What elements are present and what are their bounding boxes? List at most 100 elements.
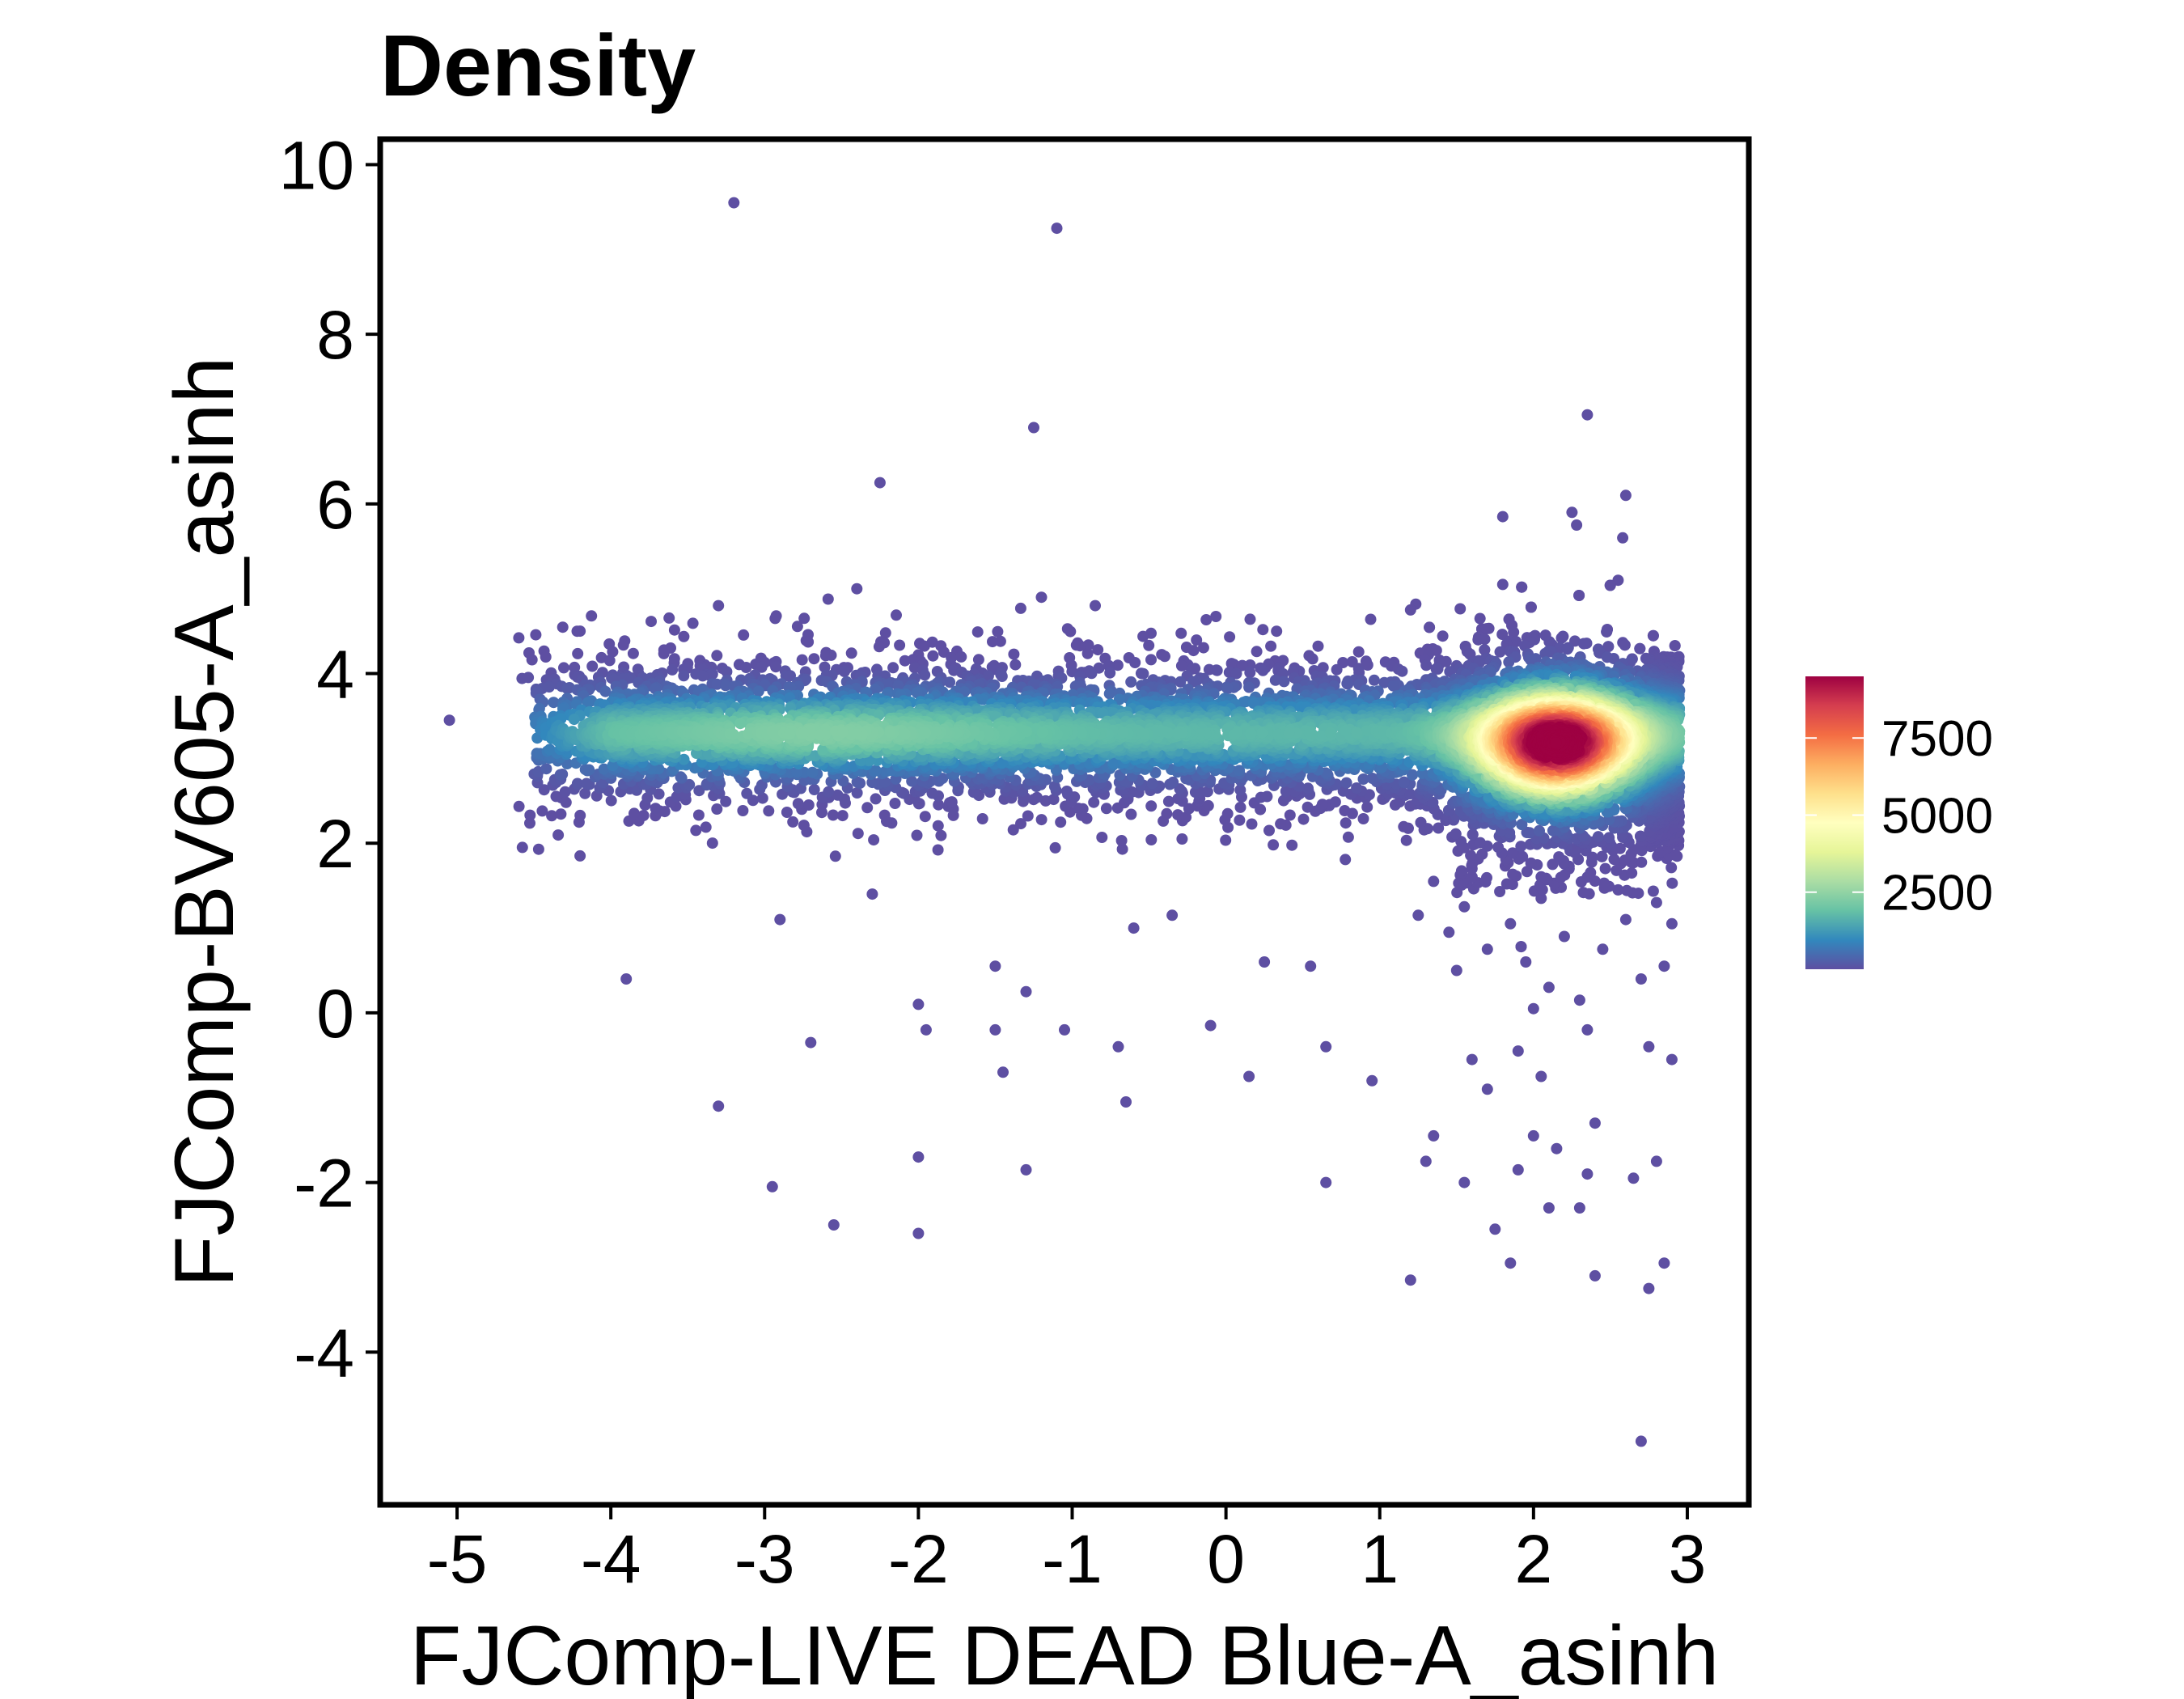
data-point bbox=[874, 477, 886, 489]
data-point bbox=[1577, 887, 1589, 899]
data-point bbox=[1220, 834, 1232, 846]
data-point bbox=[605, 794, 617, 807]
data-point bbox=[572, 647, 584, 659]
data-point bbox=[1635, 1435, 1647, 1447]
data-point bbox=[1312, 640, 1324, 652]
data-point bbox=[1455, 865, 1467, 877]
data-point bbox=[1191, 634, 1203, 646]
data-point bbox=[1428, 875, 1440, 888]
data-point bbox=[1496, 578, 1509, 591]
data-point bbox=[769, 612, 781, 625]
data-point bbox=[912, 1227, 925, 1239]
data-point bbox=[1507, 847, 1518, 859]
data-point bbox=[696, 670, 709, 682]
data-point bbox=[1647, 885, 1659, 897]
data-point bbox=[1666, 1053, 1678, 1066]
data-point bbox=[1597, 943, 1609, 955]
data-point bbox=[805, 1036, 817, 1049]
data-point bbox=[1650, 1155, 1662, 1167]
data-point bbox=[791, 621, 803, 633]
data-point bbox=[1305, 960, 1317, 972]
data-point bbox=[1172, 809, 1184, 821]
data-point bbox=[763, 805, 775, 817]
data-point bbox=[546, 810, 558, 822]
data-point bbox=[1234, 784, 1246, 796]
data-point bbox=[781, 807, 793, 818]
data-point bbox=[1635, 973, 1647, 985]
data-point bbox=[740, 662, 752, 673]
data-point bbox=[1433, 822, 1445, 834]
data-point bbox=[711, 803, 723, 815]
data-point bbox=[912, 998, 925, 1011]
data-point bbox=[1464, 648, 1476, 660]
data-point bbox=[845, 647, 857, 659]
data-point bbox=[1573, 994, 1585, 1006]
data-point bbox=[540, 763, 552, 775]
data-point bbox=[996, 671, 1008, 682]
data-point bbox=[1351, 782, 1363, 794]
data-point bbox=[737, 805, 749, 816]
chart-title: Density bbox=[380, 16, 696, 114]
data-point bbox=[1512, 1163, 1524, 1176]
data-point bbox=[766, 1180, 778, 1193]
data-point bbox=[574, 625, 586, 638]
data-point bbox=[1458, 1176, 1471, 1188]
data-point bbox=[919, 669, 931, 681]
data-point bbox=[1204, 1019, 1217, 1032]
data-point bbox=[1128, 922, 1140, 934]
data-point bbox=[1494, 646, 1506, 658]
data-point bbox=[1573, 1202, 1585, 1214]
data-point bbox=[933, 799, 945, 811]
data-point bbox=[513, 800, 525, 812]
data-point bbox=[1302, 801, 1314, 813]
data-point bbox=[1402, 822, 1414, 834]
data-point bbox=[1210, 611, 1222, 622]
data-point bbox=[1601, 651, 1613, 663]
data-point bbox=[1467, 828, 1479, 841]
data-point bbox=[1049, 841, 1061, 854]
data-point bbox=[1515, 941, 1527, 953]
data-point bbox=[852, 828, 864, 840]
data-point bbox=[1271, 625, 1283, 638]
data-point bbox=[1517, 850, 1529, 862]
data-point bbox=[1420, 659, 1433, 672]
data-point bbox=[798, 820, 810, 832]
data-point bbox=[932, 820, 944, 832]
data-point bbox=[1008, 648, 1020, 660]
data-point bbox=[561, 683, 574, 695]
data-point bbox=[1476, 848, 1488, 860]
data-point bbox=[1342, 678, 1354, 690]
data-point bbox=[1466, 1053, 1478, 1066]
data-point bbox=[1619, 489, 1632, 502]
data-point bbox=[579, 787, 591, 799]
data-point bbox=[1265, 640, 1277, 652]
data-point bbox=[1643, 1040, 1655, 1053]
data-point bbox=[1261, 790, 1273, 803]
data-point bbox=[756, 792, 768, 804]
data-point bbox=[1306, 653, 1318, 665]
data-point bbox=[808, 653, 820, 665]
data-point bbox=[832, 789, 844, 801]
data-point bbox=[1035, 814, 1048, 826]
data-point bbox=[994, 635, 1006, 647]
data-point bbox=[1479, 644, 1491, 656]
data-point bbox=[1465, 850, 1477, 862]
data-point bbox=[1146, 777, 1158, 790]
data-point bbox=[1589, 1269, 1601, 1282]
data-point bbox=[1055, 816, 1067, 828]
data-point bbox=[1357, 813, 1369, 824]
data-point bbox=[920, 1023, 932, 1036]
data-point bbox=[932, 844, 944, 856]
data-point bbox=[1331, 663, 1343, 676]
data-point bbox=[1268, 839, 1280, 851]
data-point bbox=[706, 837, 718, 850]
data-point bbox=[586, 610, 598, 622]
data-point bbox=[1175, 659, 1187, 672]
data-point bbox=[796, 654, 808, 666]
data-point bbox=[1329, 796, 1341, 808]
data-point bbox=[1031, 791, 1043, 803]
data-point bbox=[1275, 818, 1287, 830]
data-point bbox=[538, 784, 550, 796]
data-point bbox=[1234, 814, 1246, 826]
data-point bbox=[1481, 1083, 1493, 1095]
